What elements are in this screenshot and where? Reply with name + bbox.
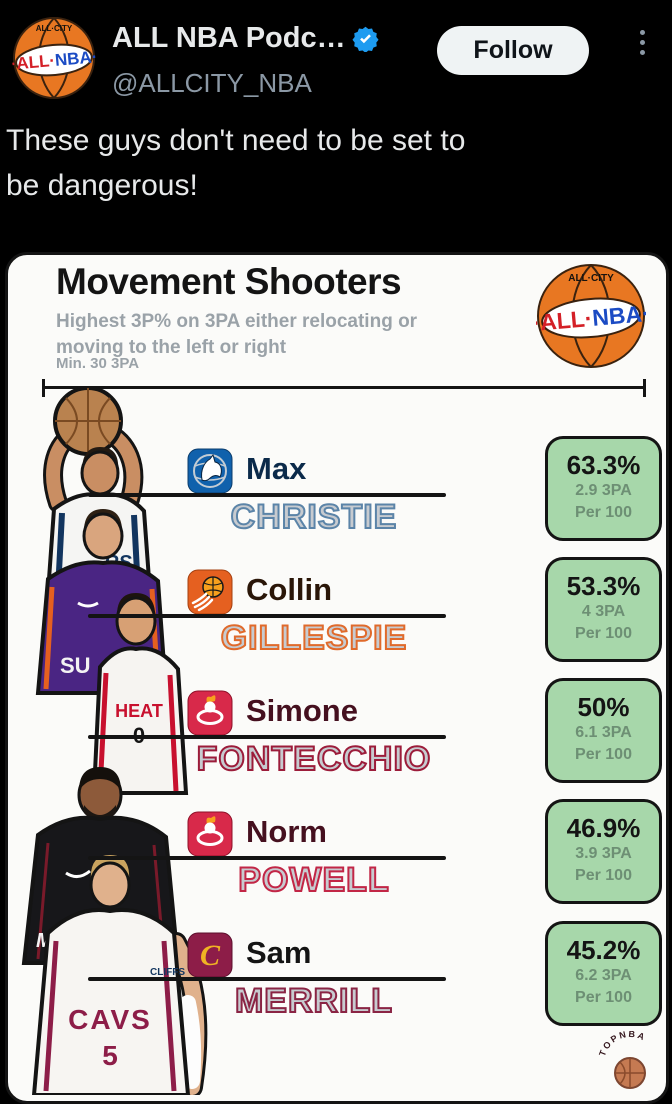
watermark-basketball-icon: TOPNBA bbox=[597, 1031, 648, 1089]
stat-per: Per 100 bbox=[575, 867, 632, 884]
stat-per: Per 100 bbox=[575, 625, 632, 642]
tweet-text-line2: be dangerous! bbox=[6, 169, 198, 202]
photo-simone-fontecchio: HEAT 0 bbox=[91, 593, 189, 795]
svg-text:SU: SU bbox=[60, 653, 91, 678]
stat-attempts: 3.9 3PA bbox=[575, 845, 632, 862]
all-nba-avatar-ball-icon: ALL·CITY ·ALL·NBA· bbox=[12, 17, 96, 99]
scale-bar bbox=[42, 386, 646, 389]
svg-text:·ALL·NBA·: ·ALL·NBA· bbox=[12, 47, 96, 73]
stat-percentage: 53.3% bbox=[566, 571, 641, 601]
stat-per: Per 100 bbox=[575, 989, 632, 1006]
svg-text:·ALL·NBA·: ·ALL·NBA· bbox=[536, 300, 646, 336]
svg-text:ALL·CITY: ALL·CITY bbox=[568, 273, 614, 284]
subtitle-line2: moving to the left or right bbox=[56, 337, 287, 358]
stat-box: 53.3% 4 3PA Per 100 bbox=[545, 557, 662, 662]
stat-per: Per 100 bbox=[575, 746, 632, 763]
account-name-row[interactable]: ALL NBA Podc… bbox=[112, 22, 379, 55]
svg-text:CLIFFS: CLIFFS bbox=[150, 967, 185, 978]
min-attempts-note: Min. 30 3PA bbox=[56, 355, 140, 372]
stat-per: Per 100 bbox=[575, 504, 632, 521]
player-first-name: Sam bbox=[246, 935, 312, 970]
stat-box: 45.2% 6.2 3PA Per 100 bbox=[545, 921, 662, 1026]
row-divider bbox=[88, 614, 446, 618]
svg-text:TOPNBA: TOPNBA bbox=[597, 1031, 648, 1058]
stat-percentage: 46.9% bbox=[566, 813, 641, 843]
stat-box: 46.9% 3.9 3PA Per 100 bbox=[545, 799, 662, 904]
row-divider bbox=[88, 735, 446, 739]
stat-attempts: 4 3PA bbox=[581, 603, 626, 620]
svg-text:ALL·CITY: ALL·CITY bbox=[36, 24, 73, 33]
svg-text:HEAT: HEAT bbox=[115, 701, 163, 721]
svg-text:5: 5 bbox=[102, 1040, 118, 1071]
suns-logo-icon bbox=[187, 569, 233, 615]
profile-avatar[interactable]: ALL·CITY ·ALL·NBA· bbox=[12, 16, 96, 100]
mavericks-logo-icon bbox=[187, 448, 233, 494]
player-first-name: Max bbox=[246, 451, 307, 486]
player-last-name: FONTECCHIO bbox=[196, 739, 432, 779]
heat-logo-icon bbox=[187, 811, 233, 857]
stat-percentage: 45.2% bbox=[566, 935, 641, 965]
row-divider bbox=[88, 856, 446, 860]
stat-attempts: 6.2 3PA bbox=[575, 967, 632, 984]
tweet-text-line1: These guys don't need to be set to bbox=[6, 124, 466, 157]
follow-button[interactable]: Follow bbox=[437, 26, 589, 75]
subtitle-line1: Highest 3P% on 3PA either relocating or bbox=[56, 311, 418, 332]
stat-attempts: 6.1 3PA bbox=[575, 724, 632, 741]
scale-line bbox=[42, 379, 646, 397]
player-last-name: GILLESPIE bbox=[220, 618, 408, 658]
stat-percentage: 50% bbox=[577, 692, 630, 722]
player-last-name: MERRILL bbox=[234, 981, 394, 1021]
account-handle[interactable]: @ALLCITY_NBA bbox=[112, 68, 312, 98]
photo-sam-merrill: CLIFFS CAVS 5 bbox=[31, 855, 208, 1095]
stat-box: 50% 6.1 3PA Per 100 bbox=[545, 678, 662, 783]
player-last-name: POWELL bbox=[237, 860, 390, 900]
player-first-name: Collin bbox=[246, 572, 333, 607]
verified-badge-icon bbox=[352, 26, 379, 52]
heat-logo-icon bbox=[187, 690, 233, 736]
infographic-subtitle: Highest 3P% on 3PA either relocating or … bbox=[56, 309, 417, 361]
all-nba-logo: ALL·CITY ·ALL·NBA· bbox=[531, 263, 651, 374]
tweet-text: These guys don't need to be set to be da… bbox=[6, 118, 666, 208]
row-divider bbox=[88, 493, 446, 497]
svg-text:CAVS: CAVS bbox=[68, 1004, 152, 1035]
tweet-image-card[interactable]: Movement Shooters Highest 3P% on 3PA eit… bbox=[5, 252, 669, 1104]
row-divider bbox=[88, 977, 446, 981]
player-photos: RS SU HEAT 0 MI bbox=[21, 386, 208, 1095]
infographic-title: Movement Shooters bbox=[56, 261, 402, 302]
stat-attempts: 2.9 3PA bbox=[575, 482, 632, 499]
player-last-name: CHRISTIE bbox=[230, 497, 398, 537]
scale-tick-right bbox=[643, 379, 646, 397]
display-name[interactable]: ALL NBA Podc… bbox=[112, 22, 346, 54]
svg-text:C: C bbox=[200, 939, 221, 972]
player-first-name: Simone bbox=[246, 693, 358, 728]
more-options-icon[interactable] bbox=[640, 30, 645, 55]
stat-percentage: 63.3% bbox=[566, 450, 641, 480]
stat-box: 63.3% 2.9 3PA Per 100 bbox=[545, 436, 662, 541]
all-nba-ball-icon: ALL·CITY ·ALL·NBA· bbox=[531, 264, 651, 368]
cavaliers-logo-icon: C bbox=[187, 932, 233, 978]
player-first-name: Norm bbox=[246, 814, 327, 849]
